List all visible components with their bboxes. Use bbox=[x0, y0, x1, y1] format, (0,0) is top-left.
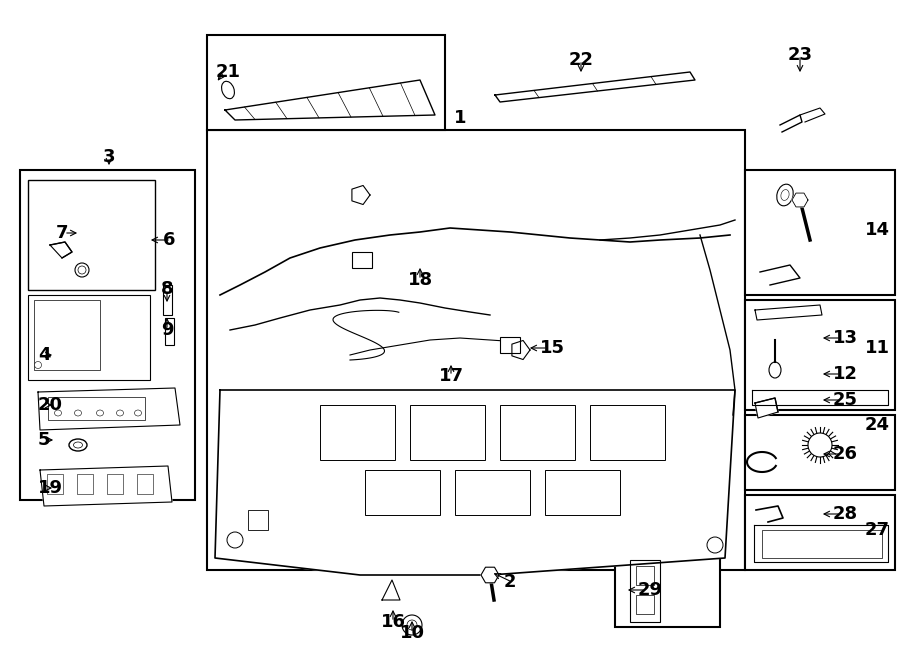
Ellipse shape bbox=[116, 410, 123, 416]
Circle shape bbox=[402, 615, 422, 635]
Text: 25: 25 bbox=[833, 391, 858, 409]
Bar bbox=[248, 510, 268, 530]
Text: 19: 19 bbox=[38, 479, 63, 497]
Text: 28: 28 bbox=[833, 505, 858, 523]
Bar bbox=[207, 35, 445, 130]
Polygon shape bbox=[50, 242, 72, 258]
Text: 13: 13 bbox=[833, 329, 858, 347]
Text: 9: 9 bbox=[161, 321, 173, 339]
Bar bbox=[163, 285, 172, 315]
Bar bbox=[745, 300, 895, 410]
Bar bbox=[34, 300, 100, 370]
Bar bbox=[745, 170, 895, 295]
Polygon shape bbox=[495, 72, 695, 102]
Bar bbox=[762, 530, 882, 558]
Polygon shape bbox=[512, 340, 530, 360]
Ellipse shape bbox=[74, 442, 83, 448]
Polygon shape bbox=[754, 525, 888, 562]
Bar bbox=[636, 595, 654, 614]
Polygon shape bbox=[755, 398, 778, 418]
Ellipse shape bbox=[781, 190, 789, 200]
Bar bbox=[745, 495, 895, 570]
Text: 27: 27 bbox=[865, 521, 890, 539]
Text: 17: 17 bbox=[438, 367, 464, 385]
Bar bbox=[745, 415, 895, 490]
Bar bbox=[28, 180, 155, 290]
Ellipse shape bbox=[96, 410, 104, 416]
Ellipse shape bbox=[777, 184, 793, 206]
Text: 6: 6 bbox=[163, 231, 176, 249]
Ellipse shape bbox=[69, 439, 87, 451]
Bar bbox=[545, 470, 620, 515]
Text: 3: 3 bbox=[103, 148, 115, 166]
Text: 20: 20 bbox=[38, 396, 63, 414]
Bar bbox=[630, 560, 660, 622]
Text: 1: 1 bbox=[454, 109, 466, 127]
Polygon shape bbox=[752, 390, 888, 405]
Polygon shape bbox=[215, 390, 735, 575]
Ellipse shape bbox=[134, 410, 141, 416]
Circle shape bbox=[808, 433, 832, 457]
Text: 7: 7 bbox=[56, 224, 68, 242]
Bar bbox=[500, 405, 575, 460]
Text: 11: 11 bbox=[865, 339, 890, 357]
Text: 14: 14 bbox=[865, 221, 890, 239]
Ellipse shape bbox=[221, 81, 234, 98]
Bar bbox=[615, 555, 720, 627]
Text: 26: 26 bbox=[833, 445, 858, 463]
Ellipse shape bbox=[769, 362, 781, 378]
Bar bbox=[455, 470, 530, 515]
Polygon shape bbox=[225, 80, 435, 120]
Circle shape bbox=[407, 620, 417, 630]
Text: 16: 16 bbox=[381, 613, 406, 631]
Bar bbox=[320, 405, 395, 460]
Bar bbox=[20, 170, 195, 500]
Ellipse shape bbox=[78, 266, 86, 274]
Text: 22: 22 bbox=[569, 51, 593, 69]
Bar bbox=[47, 474, 63, 494]
Ellipse shape bbox=[75, 263, 89, 277]
Bar bbox=[636, 566, 654, 585]
Text: 24: 24 bbox=[865, 416, 890, 434]
Text: 2: 2 bbox=[504, 573, 517, 591]
Text: 5: 5 bbox=[38, 431, 50, 449]
Text: 10: 10 bbox=[400, 624, 425, 642]
Bar bbox=[77, 474, 93, 494]
Polygon shape bbox=[40, 466, 172, 506]
Polygon shape bbox=[481, 567, 499, 583]
Bar bbox=[352, 252, 372, 268]
Bar bbox=[500, 337, 520, 353]
Circle shape bbox=[707, 537, 723, 553]
Polygon shape bbox=[38, 388, 180, 430]
Polygon shape bbox=[755, 305, 822, 320]
Bar bbox=[207, 130, 745, 570]
Ellipse shape bbox=[55, 410, 61, 416]
Bar bbox=[28, 295, 150, 380]
Text: 23: 23 bbox=[788, 46, 813, 64]
Bar bbox=[410, 405, 485, 460]
Bar bbox=[48, 397, 145, 420]
Text: 29: 29 bbox=[638, 581, 663, 599]
Text: 21: 21 bbox=[216, 63, 241, 81]
Ellipse shape bbox=[34, 362, 41, 368]
Bar bbox=[107, 474, 123, 494]
Text: 18: 18 bbox=[408, 271, 433, 289]
Polygon shape bbox=[792, 193, 808, 207]
Ellipse shape bbox=[75, 410, 82, 416]
Polygon shape bbox=[382, 580, 400, 600]
Polygon shape bbox=[352, 186, 370, 204]
Bar bbox=[137, 474, 153, 494]
Text: 8: 8 bbox=[161, 280, 174, 298]
Bar bbox=[590, 405, 665, 460]
Bar bbox=[365, 470, 440, 515]
Text: 12: 12 bbox=[833, 365, 858, 383]
Text: 4: 4 bbox=[38, 346, 50, 364]
Text: 15: 15 bbox=[540, 339, 565, 357]
Bar bbox=[165, 318, 174, 345]
Circle shape bbox=[227, 532, 243, 548]
